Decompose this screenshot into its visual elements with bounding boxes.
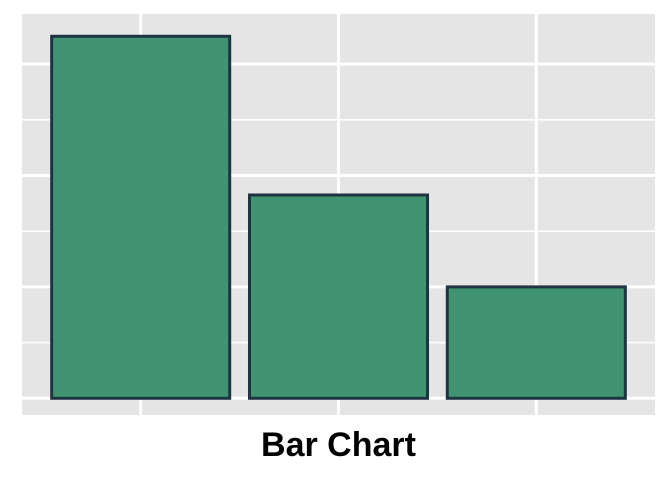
x-axis-title: Bar Chart — [261, 426, 416, 464]
bar — [445, 285, 627, 400]
bar — [247, 193, 430, 400]
bar — [50, 34, 232, 400]
bar-series — [50, 34, 627, 400]
